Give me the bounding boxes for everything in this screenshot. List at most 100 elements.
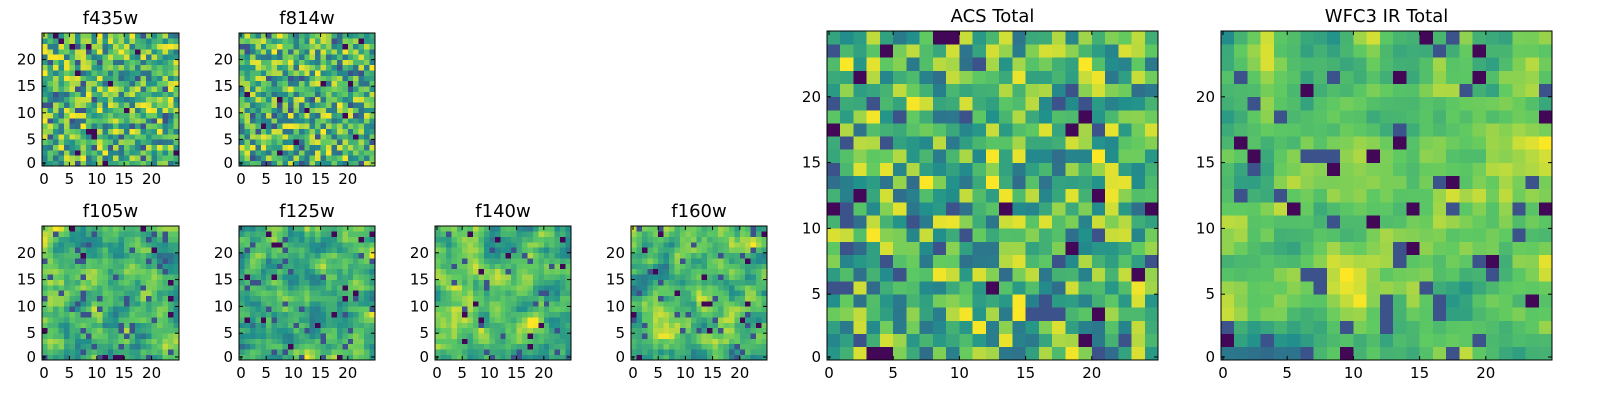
heatmap-cell <box>1234 294 1248 308</box>
heatmap-cell <box>358 64 365 71</box>
heatmap-cell <box>761 290 768 296</box>
heatmap-cell <box>239 258 245 264</box>
heatmap-cell <box>511 274 517 280</box>
heatmap-cell <box>527 274 534 280</box>
heatmap-cell <box>80 38 87 44</box>
heatmap-cell <box>249 317 256 323</box>
heatmap-cell <box>1432 320 1447 334</box>
heatmap-cell <box>1144 320 1159 334</box>
heatmap-cell <box>118 279 125 286</box>
heatmap-cell <box>543 349 550 355</box>
heatmap-cell <box>543 252 550 259</box>
heatmap-cell <box>1144 294 1159 308</box>
heatmap-cell <box>756 306 762 313</box>
heatmap-cell <box>358 301 365 307</box>
heatmap-cell <box>353 155 359 161</box>
heatmap-cell <box>685 333 692 339</box>
heatmap-cell <box>932 346 947 361</box>
heatmap-cell <box>756 317 762 323</box>
heatmap-cell <box>124 112 130 119</box>
heatmap-cell <box>999 83 1013 98</box>
heatmap-cell <box>80 295 87 302</box>
heatmap-cell <box>879 267 894 282</box>
heatmap-cell <box>52 91 59 98</box>
heatmap-cell <box>658 301 664 307</box>
x-tick-label: 10 <box>284 170 303 188</box>
heatmap-cell <box>1353 346 1367 361</box>
heatmap-cell <box>266 279 272 286</box>
heatmap-cell <box>565 322 572 329</box>
heatmap-cell <box>1326 254 1341 269</box>
heatmap-cell <box>124 123 130 130</box>
heatmap-cell <box>756 338 762 345</box>
heatmap-cell <box>277 43 283 50</box>
heatmap-cell <box>560 338 566 345</box>
heatmap-cell <box>866 294 881 308</box>
heatmap-cell <box>124 86 130 92</box>
heatmap-cell <box>353 349 359 355</box>
heatmap-cell <box>538 258 545 264</box>
heatmap-cell <box>249 150 256 156</box>
heatmap-cell <box>326 327 332 334</box>
heatmap-cell <box>69 258 76 264</box>
heatmap-cell <box>1078 109 1093 124</box>
heatmap-cell <box>1038 281 1053 295</box>
heatmap-cell <box>511 317 517 323</box>
heatmap-cell <box>549 274 555 280</box>
heatmap-cell <box>135 317 141 323</box>
heatmap-cell <box>260 150 267 156</box>
heatmap-cell <box>364 226 370 232</box>
heatmap-cell <box>277 107 283 114</box>
heatmap-cell <box>69 226 76 232</box>
heatmap-cell <box>91 295 98 302</box>
heatmap-cell <box>63 226 70 232</box>
heatmap-cell <box>52 268 59 275</box>
heatmap-cell <box>456 306 463 313</box>
heatmap-cell <box>701 226 708 232</box>
heatmap-cell <box>47 263 54 270</box>
heatmap-cell <box>690 295 697 302</box>
heatmap-cell <box>1538 307 1553 321</box>
heatmap-cell <box>1287 267 1301 282</box>
heatmap-cell <box>538 290 545 296</box>
heatmap-cell <box>1393 202 1407 216</box>
heatmap-cell <box>1052 307 1066 321</box>
heatmap-cell <box>80 43 87 50</box>
heatmap-cell <box>85 231 92 238</box>
heatmap-cell <box>906 307 920 321</box>
heatmap-cell <box>304 343 311 350</box>
heatmap-cell <box>52 354 59 361</box>
heatmap-cell <box>522 349 528 355</box>
heatmap-cell <box>260 327 267 334</box>
heatmap-cell <box>52 317 59 323</box>
heatmap-cell <box>1499 333 1513 348</box>
heatmap-cell <box>157 96 163 103</box>
heatmap-cell <box>516 301 523 307</box>
heatmap-cell <box>298 128 305 135</box>
heatmap-cell <box>1446 346 1460 361</box>
heatmap-cells <box>1221 31 1553 361</box>
heatmap-cell <box>1366 307 1381 321</box>
heatmap-cell <box>331 102 338 108</box>
heatmap-cell <box>522 327 528 334</box>
heatmap-cell <box>1419 281 1434 295</box>
heatmap-cell <box>445 263 452 270</box>
heatmap-cell <box>271 118 278 124</box>
heatmap-cell <box>538 338 545 345</box>
heatmap-cell <box>244 354 251 361</box>
heatmap-cell <box>173 107 180 114</box>
heatmap-cell <box>663 284 670 291</box>
heatmap-cell <box>157 349 163 355</box>
heatmap-cell <box>663 290 670 296</box>
heatmap-cell <box>129 354 136 361</box>
heatmap-cell <box>342 284 349 291</box>
heatmap-cell <box>326 247 332 254</box>
heatmap-cell <box>1038 123 1053 137</box>
heatmap-cell <box>866 346 881 361</box>
heatmap-cell <box>69 333 76 339</box>
heatmap-cell <box>1432 346 1447 361</box>
heatmap-cell <box>249 139 256 146</box>
heatmap-cell <box>456 354 463 361</box>
heatmap-cell <box>549 284 555 291</box>
heatmap-cell <box>80 242 87 248</box>
